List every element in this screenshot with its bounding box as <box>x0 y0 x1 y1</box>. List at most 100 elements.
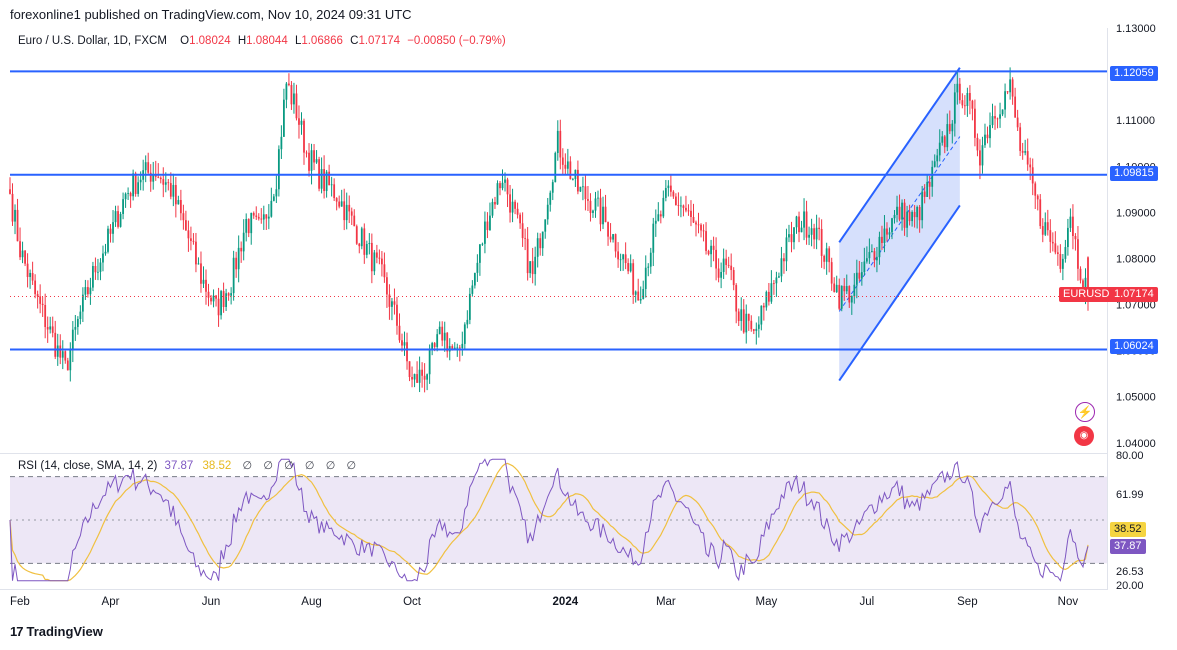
candle-body <box>1009 79 1012 93</box>
rsi-sma-tag: 38.52 <box>1110 522 1146 537</box>
candle-body <box>1066 227 1069 248</box>
candle-body <box>705 231 707 251</box>
candle-body <box>9 189 11 194</box>
candle-body <box>363 228 366 255</box>
candle-body <box>976 137 979 151</box>
candle-body <box>682 205 685 208</box>
candle-body <box>398 325 401 341</box>
candle-body <box>277 149 280 190</box>
candle-body <box>64 351 67 361</box>
candle-body <box>833 283 836 293</box>
candle-body <box>604 206 607 223</box>
candle-body <box>86 287 89 295</box>
flag-us-icon[interactable]: ◉ <box>1074 426 1094 446</box>
candle-body <box>408 361 411 377</box>
candle-body <box>873 251 876 261</box>
candle-body <box>373 252 376 272</box>
candle-body <box>559 130 562 158</box>
candle-body <box>938 142 941 156</box>
candle-body <box>883 228 886 243</box>
candle-body <box>732 270 735 286</box>
candle-body <box>471 285 474 294</box>
candle-body <box>516 208 519 215</box>
candle-body <box>667 185 670 189</box>
candle-body <box>984 134 986 146</box>
candle-body <box>896 206 898 215</box>
candle-body <box>770 283 773 302</box>
rsi-tick-label: 61.99 <box>1116 489 1144 501</box>
candle-body <box>94 266 97 273</box>
hidden-plot-icon[interactable]: ∅ <box>263 460 273 472</box>
candle-body <box>300 120 303 125</box>
candle-body <box>504 179 506 183</box>
candle-body <box>810 228 813 235</box>
candle-body <box>725 258 728 265</box>
candle-body <box>1049 230 1052 242</box>
candle-body <box>928 181 931 187</box>
rsi-tick-label: 26.53 <box>1116 566 1144 578</box>
candle-body <box>124 193 127 200</box>
candle-body <box>1061 258 1064 269</box>
candle-body <box>805 211 808 238</box>
candle-body <box>144 162 147 171</box>
candle-body <box>685 207 687 211</box>
candle-body <box>406 342 408 362</box>
candle-body <box>850 296 853 303</box>
candle-body <box>561 157 564 165</box>
candle-body <box>823 255 826 262</box>
candle-body <box>182 213 185 221</box>
candle-body <box>1084 277 1087 292</box>
candle-body <box>184 220 187 231</box>
hidden-plot-icon[interactable]: ∅ <box>346 460 357 472</box>
candle-body <box>700 224 702 231</box>
candle-body <box>1069 216 1072 228</box>
candle-body <box>825 248 828 262</box>
channel-mid-line <box>838 136 961 312</box>
candle-body <box>953 92 956 124</box>
candle-body <box>348 204 351 212</box>
candle-body <box>1054 243 1057 253</box>
candle-body <box>881 236 883 243</box>
hidden-plot-icon[interactable]: ∅ <box>284 460 294 472</box>
tradingview-logo[interactable]: 17 TradingView <box>10 624 103 639</box>
candle-body <box>524 238 527 239</box>
candle-body <box>117 211 119 227</box>
candle-body <box>677 205 680 206</box>
candle-body <box>486 221 489 231</box>
x-tick-label: Sep <box>957 596 977 608</box>
candle-body <box>906 211 908 228</box>
candle-body <box>1072 216 1074 237</box>
symbol-title[interactable]: Euro / U.S. Dollar, 1D, FXCM <box>18 35 167 47</box>
candle-body <box>428 349 431 375</box>
candle-body <box>926 181 929 197</box>
candle-body <box>320 169 323 189</box>
candle-body <box>511 201 514 213</box>
low-label: L <box>294 35 302 47</box>
candle-body <box>92 266 94 288</box>
candle-body <box>187 230 190 239</box>
rsi-label[interactable]: RSI (14, close, SMA, 14, 2) <box>18 460 158 472</box>
candle-body <box>617 251 620 260</box>
candle-body <box>305 152 308 154</box>
candle-body <box>903 202 906 228</box>
candle-body <box>991 116 994 126</box>
hidden-plot-icon[interactable]: ∅ <box>325 460 336 472</box>
candle-body <box>345 204 348 221</box>
candle-body <box>951 123 954 132</box>
candle-body <box>481 243 484 245</box>
candle-body <box>247 218 250 234</box>
candle-body <box>159 177 162 180</box>
candle-body <box>742 309 745 333</box>
candle-body <box>974 108 976 138</box>
candle-body <box>69 350 72 371</box>
candle-body <box>74 326 77 330</box>
candle-body <box>496 183 499 205</box>
candle-body <box>14 209 16 222</box>
hidden-plot-icon[interactable]: ∅ <box>304 460 315 472</box>
candle-body <box>820 228 823 256</box>
candle-body <box>285 83 288 100</box>
hidden-plot-icon[interactable]: ∅ <box>242 460 253 472</box>
lightning-icon[interactable]: ⚡ <box>1075 402 1095 422</box>
candle-body <box>167 182 170 184</box>
